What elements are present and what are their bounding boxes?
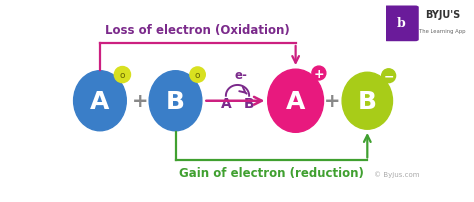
Text: +: + — [324, 92, 340, 111]
Ellipse shape — [342, 73, 392, 130]
Text: B: B — [166, 89, 185, 113]
Text: b: b — [397, 17, 406, 30]
Text: BYJU'S: BYJU'S — [425, 10, 460, 20]
Text: The Learning App: The Learning App — [419, 29, 465, 34]
Text: Loss of electron (Oxidation): Loss of electron (Oxidation) — [105, 24, 290, 37]
Text: B: B — [244, 96, 255, 110]
Ellipse shape — [73, 71, 126, 131]
Text: +: + — [132, 92, 148, 111]
Text: A: A — [220, 96, 231, 110]
Circle shape — [115, 67, 130, 83]
Circle shape — [382, 69, 396, 83]
Text: o: o — [119, 71, 125, 80]
Text: +: + — [314, 67, 324, 80]
Circle shape — [312, 67, 326, 81]
Text: Gain of electron (reduction): Gain of electron (reduction) — [179, 166, 364, 179]
Text: A: A — [286, 89, 305, 113]
Circle shape — [190, 68, 205, 82]
Text: A: A — [90, 89, 109, 113]
Text: −: − — [383, 70, 394, 83]
Text: o: o — [195, 71, 201, 80]
Text: e-: e- — [235, 69, 248, 82]
Text: B: B — [358, 89, 377, 113]
Ellipse shape — [149, 71, 202, 131]
FancyBboxPatch shape — [383, 6, 419, 42]
Text: © Byjus.com: © Byjus.com — [374, 170, 419, 177]
Ellipse shape — [268, 70, 324, 133]
